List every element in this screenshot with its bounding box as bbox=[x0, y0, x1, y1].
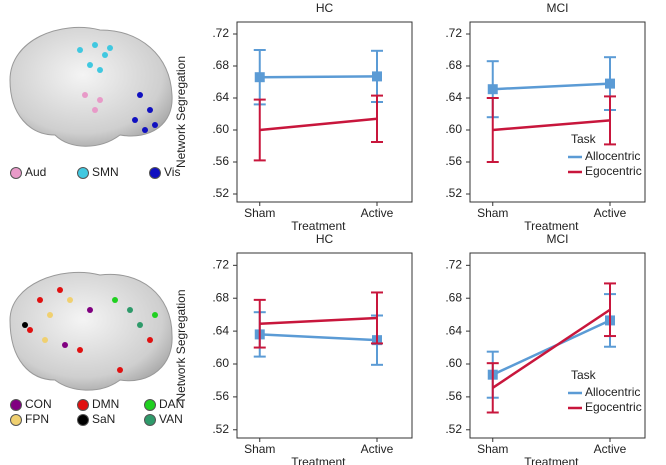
plot-frame bbox=[469, 252, 646, 439]
y-tick-label: .56 bbox=[212, 389, 229, 403]
y-tick-label: .52 bbox=[212, 422, 229, 436]
legend-swatch bbox=[10, 399, 22, 411]
chart-title: HC bbox=[316, 232, 334, 246]
y-tick-label: .56 bbox=[445, 154, 462, 168]
brain-bottom bbox=[9, 271, 173, 391]
series-line bbox=[259, 75, 378, 79]
legend-title: Task bbox=[571, 368, 597, 382]
marker bbox=[254, 72, 265, 83]
error-bar bbox=[371, 94, 383, 143]
y-tick-label: .60 bbox=[445, 356, 462, 370]
legend-label: Vis bbox=[164, 165, 180, 179]
series-line bbox=[259, 117, 378, 132]
x-tick-label: Sham bbox=[477, 206, 508, 220]
error-bar bbox=[486, 362, 499, 414]
y-tick-label: .52 bbox=[212, 186, 229, 200]
legend-label: DAN bbox=[159, 397, 184, 411]
chart-title: MCI bbox=[547, 1, 569, 15]
x-axis-label: Treatment bbox=[291, 455, 346, 465]
x-axis-label: Treatment bbox=[291, 219, 346, 233]
y-tick-label: .52 bbox=[445, 422, 462, 436]
legend-label: SMN bbox=[92, 165, 119, 179]
error-bar bbox=[253, 298, 266, 349]
x-tick-label: Active bbox=[361, 206, 394, 220]
legend-label: Allocentric bbox=[585, 149, 640, 163]
y-axis-label: Network Segregation bbox=[174, 56, 188, 168]
legend-swatch bbox=[144, 399, 156, 411]
error-bar bbox=[604, 282, 616, 338]
series-line bbox=[492, 82, 611, 91]
legend-label: VAN bbox=[159, 412, 183, 426]
legend-swatch bbox=[77, 399, 89, 411]
marker bbox=[605, 78, 615, 89]
plot-frame bbox=[469, 21, 646, 203]
y-tick-label: .68 bbox=[445, 290, 462, 304]
marker bbox=[372, 71, 382, 82]
legend-swatch bbox=[10, 414, 22, 426]
y-tick-label: .64 bbox=[212, 90, 229, 104]
marker bbox=[487, 84, 498, 95]
x-tick-label: Sham bbox=[244, 206, 275, 220]
y-tick-label: .68 bbox=[445, 58, 462, 72]
x-axis-label: Treatment bbox=[524, 455, 579, 465]
y-tick-label: .72 bbox=[445, 258, 462, 272]
series-line bbox=[259, 333, 378, 342]
chart-title: HC bbox=[316, 1, 334, 15]
legend-label: CON bbox=[25, 397, 52, 411]
y-tick-label: .56 bbox=[212, 154, 229, 168]
legend-label: Egocentric bbox=[585, 400, 642, 414]
series-line bbox=[492, 308, 611, 389]
legend-title: Task bbox=[571, 132, 597, 146]
y-axis-label: Network Segregation bbox=[174, 289, 188, 401]
legend-label: FPN bbox=[25, 412, 49, 426]
legend-swatch bbox=[10, 167, 22, 179]
y-tick-label: .60 bbox=[212, 122, 229, 136]
plot-frame bbox=[236, 252, 413, 439]
plot-frame bbox=[236, 21, 413, 203]
y-tick-label: .52 bbox=[445, 186, 462, 200]
error-bar bbox=[486, 97, 499, 163]
x-tick-label: Sham bbox=[244, 442, 275, 456]
y-tick-label: .60 bbox=[212, 356, 229, 370]
x-tick-label: Active bbox=[361, 442, 394, 456]
series-line bbox=[492, 119, 611, 132]
y-tick-label: .68 bbox=[212, 290, 229, 304]
chart-title: MCI bbox=[547, 232, 569, 246]
legend-label: Egocentric bbox=[585, 164, 642, 178]
y-tick-label: .56 bbox=[445, 389, 462, 403]
y-tick-label: .64 bbox=[212, 323, 229, 337]
y-tick-label: .68 bbox=[212, 58, 229, 72]
x-axis-label: Treatment bbox=[524, 219, 579, 233]
y-tick-label: .64 bbox=[445, 90, 462, 104]
legend-label: Allocentric bbox=[585, 385, 640, 399]
y-tick-label: .72 bbox=[212, 258, 229, 272]
legend-swatch bbox=[77, 414, 89, 426]
legend-swatch bbox=[144, 414, 156, 426]
legend-swatch bbox=[149, 167, 161, 179]
error-bar bbox=[604, 95, 616, 146]
series-line bbox=[259, 316, 378, 325]
legend-label: Aud bbox=[25, 165, 46, 179]
y-tick-label: .72 bbox=[445, 26, 462, 40]
legend-swatch bbox=[77, 167, 89, 179]
legend-label: SaN bbox=[92, 412, 115, 426]
legend-label: DMN bbox=[92, 397, 119, 411]
y-tick-label: .72 bbox=[212, 26, 229, 40]
x-tick-label: Active bbox=[594, 206, 627, 220]
y-tick-label: .60 bbox=[445, 122, 462, 136]
y-tick-label: .64 bbox=[445, 323, 462, 337]
error-bar bbox=[253, 98, 266, 162]
brain-top bbox=[9, 26, 173, 147]
x-tick-label: Active bbox=[594, 442, 627, 456]
x-tick-label: Sham bbox=[477, 442, 508, 456]
error-bar bbox=[371, 291, 383, 345]
